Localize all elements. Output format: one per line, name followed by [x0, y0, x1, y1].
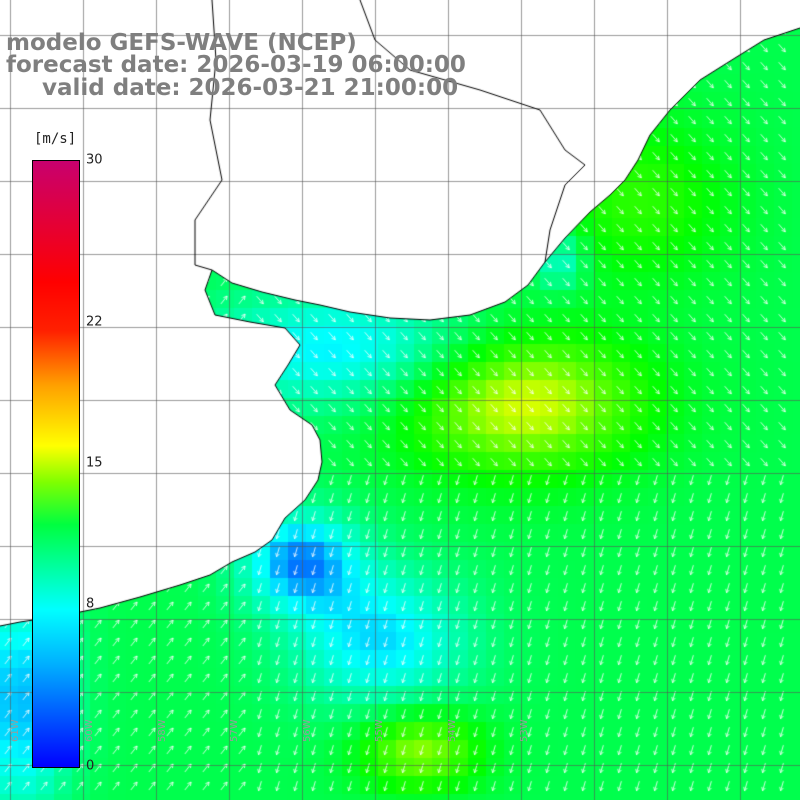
- colorbar-unit: [m/s]: [34, 131, 77, 147]
- colorbar-tick-label: 15: [86, 455, 103, 471]
- colorbar: [32, 160, 80, 768]
- valid-date: valid date: 2026-03-21 21:00:00: [42, 75, 459, 101]
- grid-label: 60W: [84, 719, 95, 742]
- grid-label: 58W: [157, 719, 168, 742]
- colorbar-tick-label: 30: [86, 152, 103, 168]
- model-title: modelo GEFS-WAVE (NCEP): [6, 30, 357, 56]
- colorbar-tick-label: 0: [86, 758, 95, 774]
- grid-label: 61W: [10, 719, 21, 742]
- grid-label: 55W: [374, 719, 385, 742]
- forecast-date: forecast date: 2026-03-19 06:00:00: [6, 52, 466, 78]
- colorbar-tick-label: 8: [86, 596, 95, 612]
- grid-label: 53W: [519, 719, 530, 742]
- grid-label: 54W: [447, 719, 458, 742]
- colorbar-tick-label: 22: [86, 314, 103, 330]
- grid-label: 56W: [302, 719, 313, 742]
- grid-label: 57W: [229, 719, 240, 742]
